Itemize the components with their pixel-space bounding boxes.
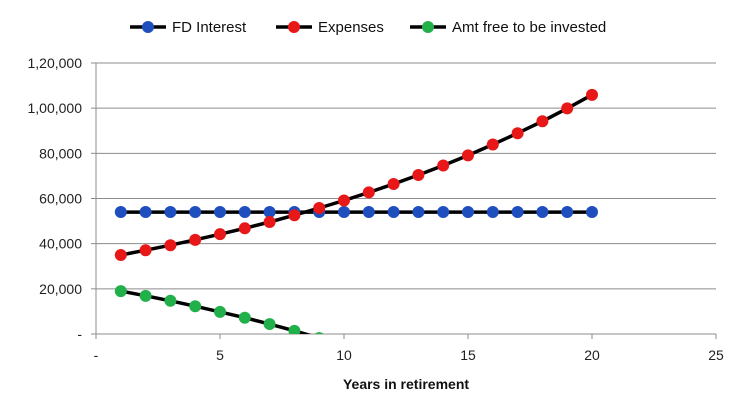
legend-item: Amt free to be invested — [410, 19, 606, 36]
data-point — [387, 178, 400, 191]
data-point — [214, 305, 226, 318]
data-point — [114, 285, 127, 298]
legend-marker — [142, 21, 154, 33]
data-point — [486, 206, 499, 219]
data-point — [462, 149, 474, 162]
data-point — [486, 138, 499, 151]
data-point — [586, 206, 598, 219]
y-tick-labels: - 20,000 40,000 60,000 80,000 1,00,000 1,20,00… — [28, 55, 83, 342]
data-point — [164, 206, 177, 219]
data-point — [263, 215, 276, 228]
data-point — [214, 206, 226, 219]
legend-marker — [422, 21, 434, 33]
data-point — [412, 206, 425, 219]
y-tick-label: 1,00,000 — [28, 100, 83, 116]
x-axis-title: Years in retirement — [343, 376, 469, 392]
data-point — [238, 311, 251, 324]
legend-item: FD Interest — [130, 19, 247, 36]
data-point — [362, 206, 375, 219]
data-point — [263, 318, 276, 331]
x-tick-label: 5 — [216, 347, 224, 363]
data-point — [164, 239, 177, 252]
data-point — [263, 206, 276, 219]
series-line-2 — [120, 93, 593, 257]
data-point — [338, 206, 350, 219]
x-tick-label: 20 — [584, 347, 600, 363]
y-tick-label: 20,000 — [39, 281, 82, 297]
data-point — [139, 244, 152, 257]
x-tick-label: - — [94, 347, 99, 363]
legend-marker — [288, 21, 300, 33]
legend-item: Expenses — [276, 19, 384, 36]
data-point — [536, 206, 549, 219]
data-point — [511, 127, 524, 140]
data-point — [288, 209, 301, 222]
data-point — [412, 169, 425, 182]
y-tick-label: 60,000 — [39, 191, 82, 207]
data-point — [238, 206, 251, 219]
data-point — [362, 186, 375, 199]
data-point — [462, 206, 474, 219]
legend-label: Expenses — [318, 19, 384, 36]
data-point — [586, 88, 598, 101]
data-point — [189, 233, 202, 246]
legend-label: FD Interest — [172, 19, 247, 36]
data-point — [437, 206, 450, 219]
data-point — [214, 228, 226, 241]
data-point — [189, 300, 202, 313]
data-point — [387, 206, 400, 219]
data-point — [511, 206, 524, 219]
data-point — [114, 206, 127, 219]
data-point — [536, 115, 549, 128]
data-point — [338, 194, 350, 207]
data-point — [288, 324, 301, 334]
x-tick-label: 25 — [708, 347, 724, 363]
data-point — [561, 206, 574, 219]
data-point — [164, 294, 177, 307]
data-point — [114, 248, 127, 261]
data-point — [139, 206, 152, 219]
y-tick-label: - — [77, 326, 82, 342]
x-tick-label: 10 — [336, 347, 352, 363]
series-points — [114, 88, 598, 334]
grid-lines — [96, 62, 716, 290]
y-tick-label: 80,000 — [39, 145, 82, 161]
legend: FD Interest Expenses Amt free to be invest… — [130, 19, 606, 36]
y-tick-label: 40,000 — [39, 236, 82, 252]
y-tick-label: 1,20,000 — [28, 55, 83, 71]
x-tick-labels: - 5 10 15 20 25 — [94, 347, 724, 363]
data-point — [238, 222, 251, 235]
data-point — [189, 206, 202, 219]
data-point — [437, 159, 450, 172]
data-point — [561, 102, 574, 115]
legend-label: Amt free to be invested — [452, 19, 606, 36]
data-point — [314, 332, 324, 334]
x-tick-label: 15 — [460, 347, 476, 363]
data-point — [313, 201, 326, 214]
data-point — [139, 289, 152, 302]
axes — [91, 62, 717, 339]
